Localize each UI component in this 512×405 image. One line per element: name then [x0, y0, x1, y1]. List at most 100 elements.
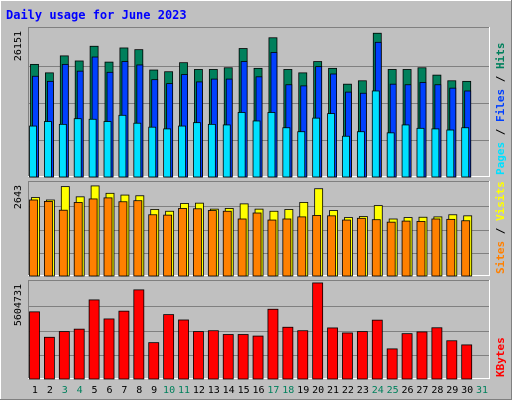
legend-hits: Hits [494, 43, 507, 70]
kbytes-bar [178, 319, 189, 380]
pages-bar [178, 125, 186, 178]
pages-bar [416, 127, 425, 178]
x-tick-label: 28 [431, 385, 443, 396]
kbytes-bar [267, 308, 279, 380]
kbytes-bar [44, 336, 55, 380]
sites-bar [58, 209, 68, 277]
sites-bar [103, 197, 113, 277]
x-tick-label: 4 [77, 385, 83, 396]
x-tick-label: 15 [238, 385, 250, 396]
x-tick-label: 30 [461, 385, 473, 396]
legend-separator: / [494, 221, 507, 241]
pages-bar [163, 128, 172, 178]
kbytes-bar [29, 311, 40, 380]
sites-bar [29, 199, 38, 277]
sites-bar [207, 210, 217, 277]
pages-bar [148, 126, 157, 178]
legend-visits-sites: Sites / Visits [494, 181, 507, 274]
kbytes-bar [446, 340, 458, 380]
pages-bar [461, 127, 470, 178]
sites-bar [178, 208, 187, 277]
kbytes-bar [163, 314, 175, 380]
pages-bar [73, 118, 82, 178]
legend-kbytes: KBytes [494, 337, 507, 377]
sites-bar [446, 218, 456, 277]
y-max-label: 26151 [13, 31, 24, 61]
kbytes-bar [371, 319, 383, 380]
pages-bar [237, 112, 246, 178]
legend-separator: / [494, 69, 507, 89]
sites-bar [163, 214, 173, 277]
kbytes-bar [252, 335, 264, 380]
kbytes-bar [88, 299, 100, 380]
x-tick-label: 29 [446, 385, 458, 396]
kbytes-bar [282, 326, 294, 380]
legend-sites: Sites [494, 241, 507, 274]
kbytes-bar [342, 332, 353, 380]
kbytes-bar [386, 348, 398, 380]
pages-bar [103, 121, 112, 178]
pages-bar [207, 123, 216, 178]
legend-hits-files-pages: Pages / Files / Hits [494, 43, 507, 176]
pages-bar [267, 112, 276, 178]
x-tick-label: 31 [476, 385, 488, 396]
pages-bar [356, 131, 365, 178]
pages-bar [58, 123, 67, 178]
sites-bar [461, 220, 471, 277]
pages-bar [282, 127, 291, 178]
sites-bar [386, 221, 396, 277]
kbytes-bar [431, 327, 443, 380]
kbytes-bar [207, 330, 219, 380]
legend-files: Files [494, 89, 507, 122]
x-tick-label: 3 [62, 385, 68, 396]
x-tick-label: 22 [342, 385, 354, 396]
kbytes-bar [148, 342, 160, 380]
chart-title: Daily usage for June 2023 [6, 8, 187, 22]
sites-bar [237, 218, 247, 277]
sites-bar [88, 198, 98, 277]
legend-pages: Pages [494, 142, 507, 175]
x-tick-label: 24 [372, 385, 384, 396]
kbytes-bar [327, 327, 338, 380]
x-tick-label: 20 [312, 385, 324, 396]
sites-bar [267, 219, 277, 277]
x-tick-label: 17 [267, 385, 279, 396]
sites-bar [312, 215, 322, 277]
pages-bar [446, 129, 455, 178]
pages-bar [29, 125, 37, 178]
pages-bar [312, 117, 321, 178]
pages-bar [342, 135, 350, 178]
sites-bar [342, 219, 351, 277]
x-tick-label: 25 [387, 385, 399, 396]
x-tick-label: 23 [357, 385, 369, 396]
sites-bar [252, 212, 262, 277]
sites-bar [222, 210, 232, 277]
x-tick-label: 16 [252, 385, 264, 396]
sites-bar [148, 214, 158, 277]
sites-bar [371, 219, 381, 277]
pages-bar [431, 128, 440, 178]
x-tick-label: 10 [163, 385, 175, 396]
sites-bar [282, 218, 292, 277]
pages-bar [371, 90, 380, 178]
plot-layer: 26151 Pages / Files / Hits 2643 Sites / Vis… [13, 27, 507, 396]
kbytes-bar [133, 289, 145, 380]
x-tick-label: 13 [208, 385, 220, 396]
pages-bar [297, 131, 306, 178]
kbytes-bar [118, 310, 130, 380]
legend-separator: / [494, 122, 507, 142]
pages-bar [44, 121, 52, 178]
sites-bar [44, 201, 53, 277]
sites-bar [193, 208, 202, 277]
kbytes-bar [193, 331, 204, 380]
kbytes-bar [312, 282, 324, 380]
x-tick-label: 6 [106, 385, 112, 396]
pages-bar [222, 124, 231, 178]
kbytes-bar [461, 344, 473, 380]
pages-bar [88, 118, 97, 178]
sites-bar [401, 220, 411, 277]
y-max-label: 2643 [13, 185, 24, 209]
x-tick-label: 9 [151, 385, 157, 396]
pages-bar [386, 132, 395, 178]
